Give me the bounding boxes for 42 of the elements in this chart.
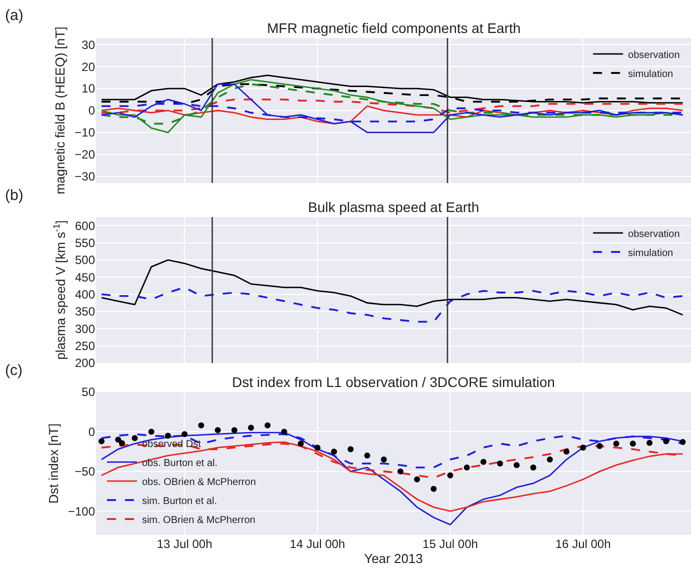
legend-label: obs. Burton et al.	[142, 458, 218, 469]
legend-label: simulation	[628, 248, 674, 259]
y-tick-label: 10	[82, 82, 96, 96]
legend-label: observation	[628, 50, 680, 61]
y-tick-label: 20	[82, 60, 96, 74]
legend-label: sim. OBrien & McPherron	[142, 514, 256, 526]
text: (b)	[5, 187, 24, 204]
y-axis-title: Dst index [nT]	[46, 423, 61, 504]
legend-label: simulation	[628, 68, 674, 80]
y-tick-label: 0	[88, 104, 96, 118]
y-tick-label: 500	[74, 253, 96, 268]
y-tick-label: −10	[74, 126, 96, 140]
text: (a)	[5, 7, 24, 24]
y-tick-label: 350	[74, 304, 96, 319]
x-tick-label: 15 Jul 00h	[422, 537, 478, 551]
legend-label: observed Dst	[142, 438, 202, 450]
chart-title: MFR magnetic field components at Earth	[267, 20, 521, 36]
legend-label: obs. OBrien & McPherron	[142, 476, 256, 488]
x-tick-label: 16 Jul 00h	[555, 537, 611, 551]
y-tick-label: 300	[74, 322, 96, 336]
text: (c)	[5, 362, 22, 379]
y-axis-title: magnetic field B (HEEQ) [nT]	[52, 26, 68, 194]
y-tick-label: −50	[74, 464, 96, 479]
y-tick-label: 50	[82, 385, 96, 400]
y-tick-label: 400	[74, 287, 96, 302]
y-tick-label: 250	[74, 339, 96, 354]
y-tick-label: −20	[74, 148, 96, 162]
y-tick-label: 600	[74, 218, 96, 233]
y-tick-label: 200	[74, 356, 96, 370]
x-tick-label: 14 Jul 00h	[290, 537, 346, 551]
y-tick-label: 0	[88, 424, 96, 439]
y-tick-label: 550	[74, 236, 96, 250]
legend-label: observation	[628, 228, 680, 240]
y-tick-label: −100	[68, 504, 96, 518]
legend-label: sim. Burton et al.	[142, 496, 217, 507]
chart-title: Bulk plasma speed at Earth	[308, 199, 480, 215]
x-axis-title: Year 2013	[364, 551, 423, 566]
x-tick-label: 13 Jul 00h	[156, 537, 212, 551]
y-tick-label: −30	[74, 170, 96, 184]
y-tick-label: 30	[82, 38, 96, 52]
y-tick-label: 450	[74, 270, 96, 284]
chart-title: Dst index from L1 observation / 3DCORE simulation	[232, 374, 555, 390]
